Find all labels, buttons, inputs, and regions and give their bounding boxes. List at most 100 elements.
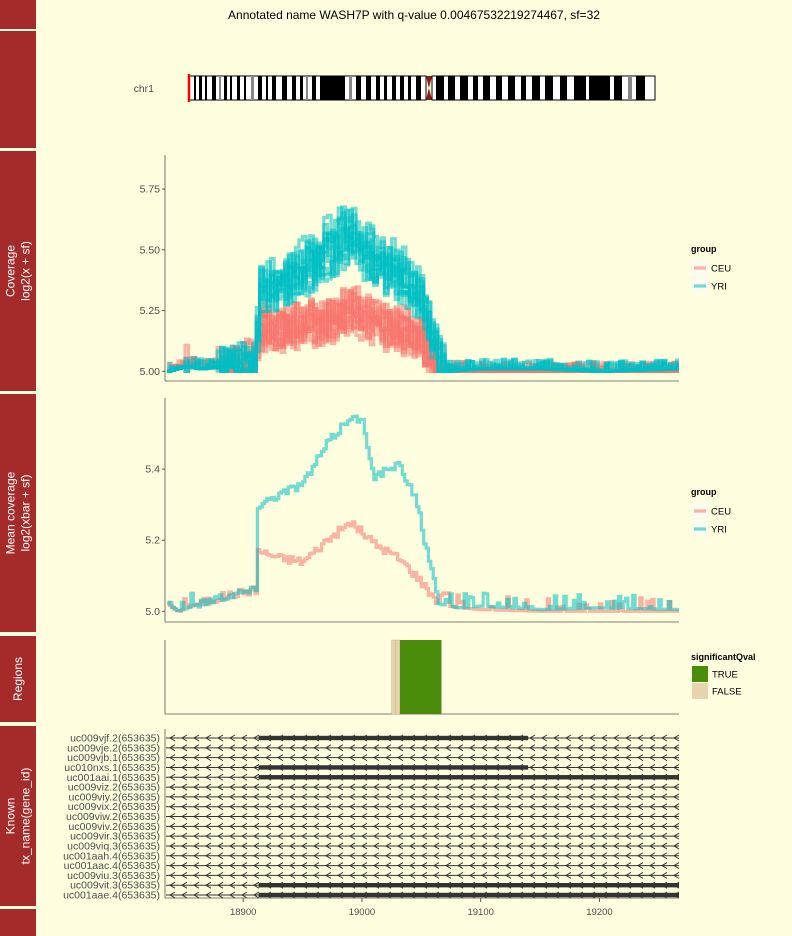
- transcript-direction-arrow: [421, 793, 428, 801]
- transcript-direction-arrow: [637, 803, 644, 811]
- transcript-direction-arrow: [181, 832, 188, 840]
- transcript-direction-arrow: [229, 871, 236, 879]
- transcript-direction-arrow: [361, 852, 368, 860]
- transcript-direction-arrow: [229, 773, 236, 781]
- transcript-direction-arrow: [457, 852, 464, 860]
- transcript-direction-arrow: [625, 744, 632, 752]
- transcript-direction-arrow: [301, 754, 308, 762]
- transcript-direction-arrow: [673, 813, 680, 820]
- coverage-legend-label: YRI: [711, 282, 727, 293]
- transcript-direction-arrow: [481, 744, 488, 752]
- ideogram-band: [589, 76, 610, 100]
- transcript-direction-arrow: [373, 793, 380, 801]
- transcript-direction-arrow: [457, 871, 464, 879]
- transcript-direction-arrow: [169, 783, 176, 791]
- transcript-direction-arrow: [253, 891, 260, 899]
- transcript-direction-arrow: [301, 862, 308, 869]
- transcript-direction-arrow: [517, 862, 524, 869]
- transcript-direction-arrow: [289, 783, 296, 791]
- transcript-direction-arrow: [553, 783, 560, 791]
- transcript-direction-arrow: [361, 744, 368, 752]
- ideogram-band: [614, 76, 622, 100]
- ideogram-band: [266, 76, 268, 100]
- transcript-direction-arrow: [385, 871, 392, 879]
- transcript-direction-arrow: [529, 813, 536, 820]
- ideogram-band: [574, 76, 586, 100]
- strip-panel: [0, 909, 36, 936]
- transcript-direction-arrow: [229, 744, 236, 752]
- transcript-direction-arrow: [613, 783, 620, 791]
- transcript-direction-arrow: [457, 842, 464, 850]
- transcript-direction-arrow: [505, 754, 512, 762]
- transcript-direction-arrow: [289, 871, 296, 879]
- transcript-direction-arrow: [181, 862, 188, 869]
- transcript-direction-arrow: [349, 852, 356, 860]
- strip-panel: [0, 0, 36, 29]
- transcript-direction-arrow: [421, 813, 428, 820]
- transcript-direction-arrow: [229, 783, 236, 791]
- transcript-label: uc001aah.4(653635): [63, 850, 160, 862]
- transcript-direction-arrow: [445, 813, 452, 820]
- transcript-direction-arrow: [553, 764, 560, 771]
- transcript-direction-arrow: [253, 783, 260, 791]
- transcript-label: uc009viu.3(653635): [67, 870, 160, 882]
- transcript-direction-arrow: [205, 862, 212, 869]
- transcript-direction-arrow: [613, 852, 620, 860]
- transcript-direction-arrow: [193, 852, 200, 860]
- transcript-direction-arrow: [217, 881, 224, 889]
- ideogram-band: [212, 76, 216, 100]
- transcript-direction-arrow: [661, 744, 668, 752]
- transcript-direction-arrow: [577, 822, 584, 830]
- transcript-direction-arrow: [577, 793, 584, 801]
- transcript-direction-arrow: [349, 842, 356, 850]
- transcript-direction-arrow: [409, 813, 416, 820]
- ideogram-band: [366, 76, 371, 100]
- chromosome-label: chr1: [134, 83, 155, 95]
- transcript-direction-arrow: [481, 813, 488, 820]
- transcript-direction-arrow: [301, 822, 308, 830]
- transcript-direction-arrow: [373, 842, 380, 850]
- transcript-direction-arrow: [589, 734, 596, 742]
- coverage-y-tick-label: 5.75: [140, 184, 161, 196]
- transcript-direction-arrow: [457, 783, 464, 791]
- transcript-direction-arrow: [205, 754, 212, 762]
- transcript-direction-arrow: [481, 803, 488, 811]
- transcript-direction-arrow: [241, 793, 248, 801]
- transcript-direction-arrow: [445, 871, 452, 879]
- transcript-direction-arrow: [457, 832, 464, 840]
- transcript-direction-arrow: [193, 881, 200, 889]
- ideogram-band: [448, 76, 455, 100]
- transcript-direction-arrow: [253, 764, 260, 771]
- transcript-direction-arrow: [169, 754, 176, 762]
- transcript-direction-arrow: [673, 832, 680, 840]
- transcript-direction-arrow: [445, 803, 452, 811]
- transcript-direction-arrow: [361, 813, 368, 820]
- transcript-direction-arrow: [169, 773, 176, 781]
- transcript-direction-arrow: [205, 881, 212, 889]
- transcript-label: uc009vix.2(653635): [68, 801, 160, 813]
- transcript-direction-arrow: [589, 871, 596, 879]
- ideogram-band: [251, 76, 254, 100]
- transcript-direction-arrow: [433, 842, 440, 850]
- ideogram-band: [320, 76, 345, 100]
- transcript-direction-arrow: [337, 832, 344, 840]
- transcript-direction-arrow: [397, 842, 404, 850]
- transcript-direction-arrow: [517, 813, 524, 820]
- transcript-direction-arrow: [517, 754, 524, 762]
- transcript-direction-arrow: [529, 871, 536, 879]
- ideogram-band: [560, 76, 567, 100]
- transcript-direction-arrow: [289, 793, 296, 801]
- ideogram-band: [400, 76, 404, 100]
- chromosome-ideogram: chr1: [134, 74, 656, 102]
- transcript-direction-arrow: [613, 754, 620, 762]
- transcript-direction-arrow: [349, 744, 356, 752]
- transcript-direction-arrow: [505, 832, 512, 840]
- ideogram-centromere: [426, 88, 432, 100]
- transcript-direction-arrow: [541, 803, 548, 811]
- transcript-direction-arrow: [601, 793, 608, 801]
- transcript-direction-arrow: [577, 803, 584, 811]
- ideogram-band: [219, 76, 221, 100]
- transcript-direction-arrow: [277, 754, 284, 762]
- transcript-direction-arrow: [409, 852, 416, 860]
- transcript-direction-arrow: [277, 793, 284, 801]
